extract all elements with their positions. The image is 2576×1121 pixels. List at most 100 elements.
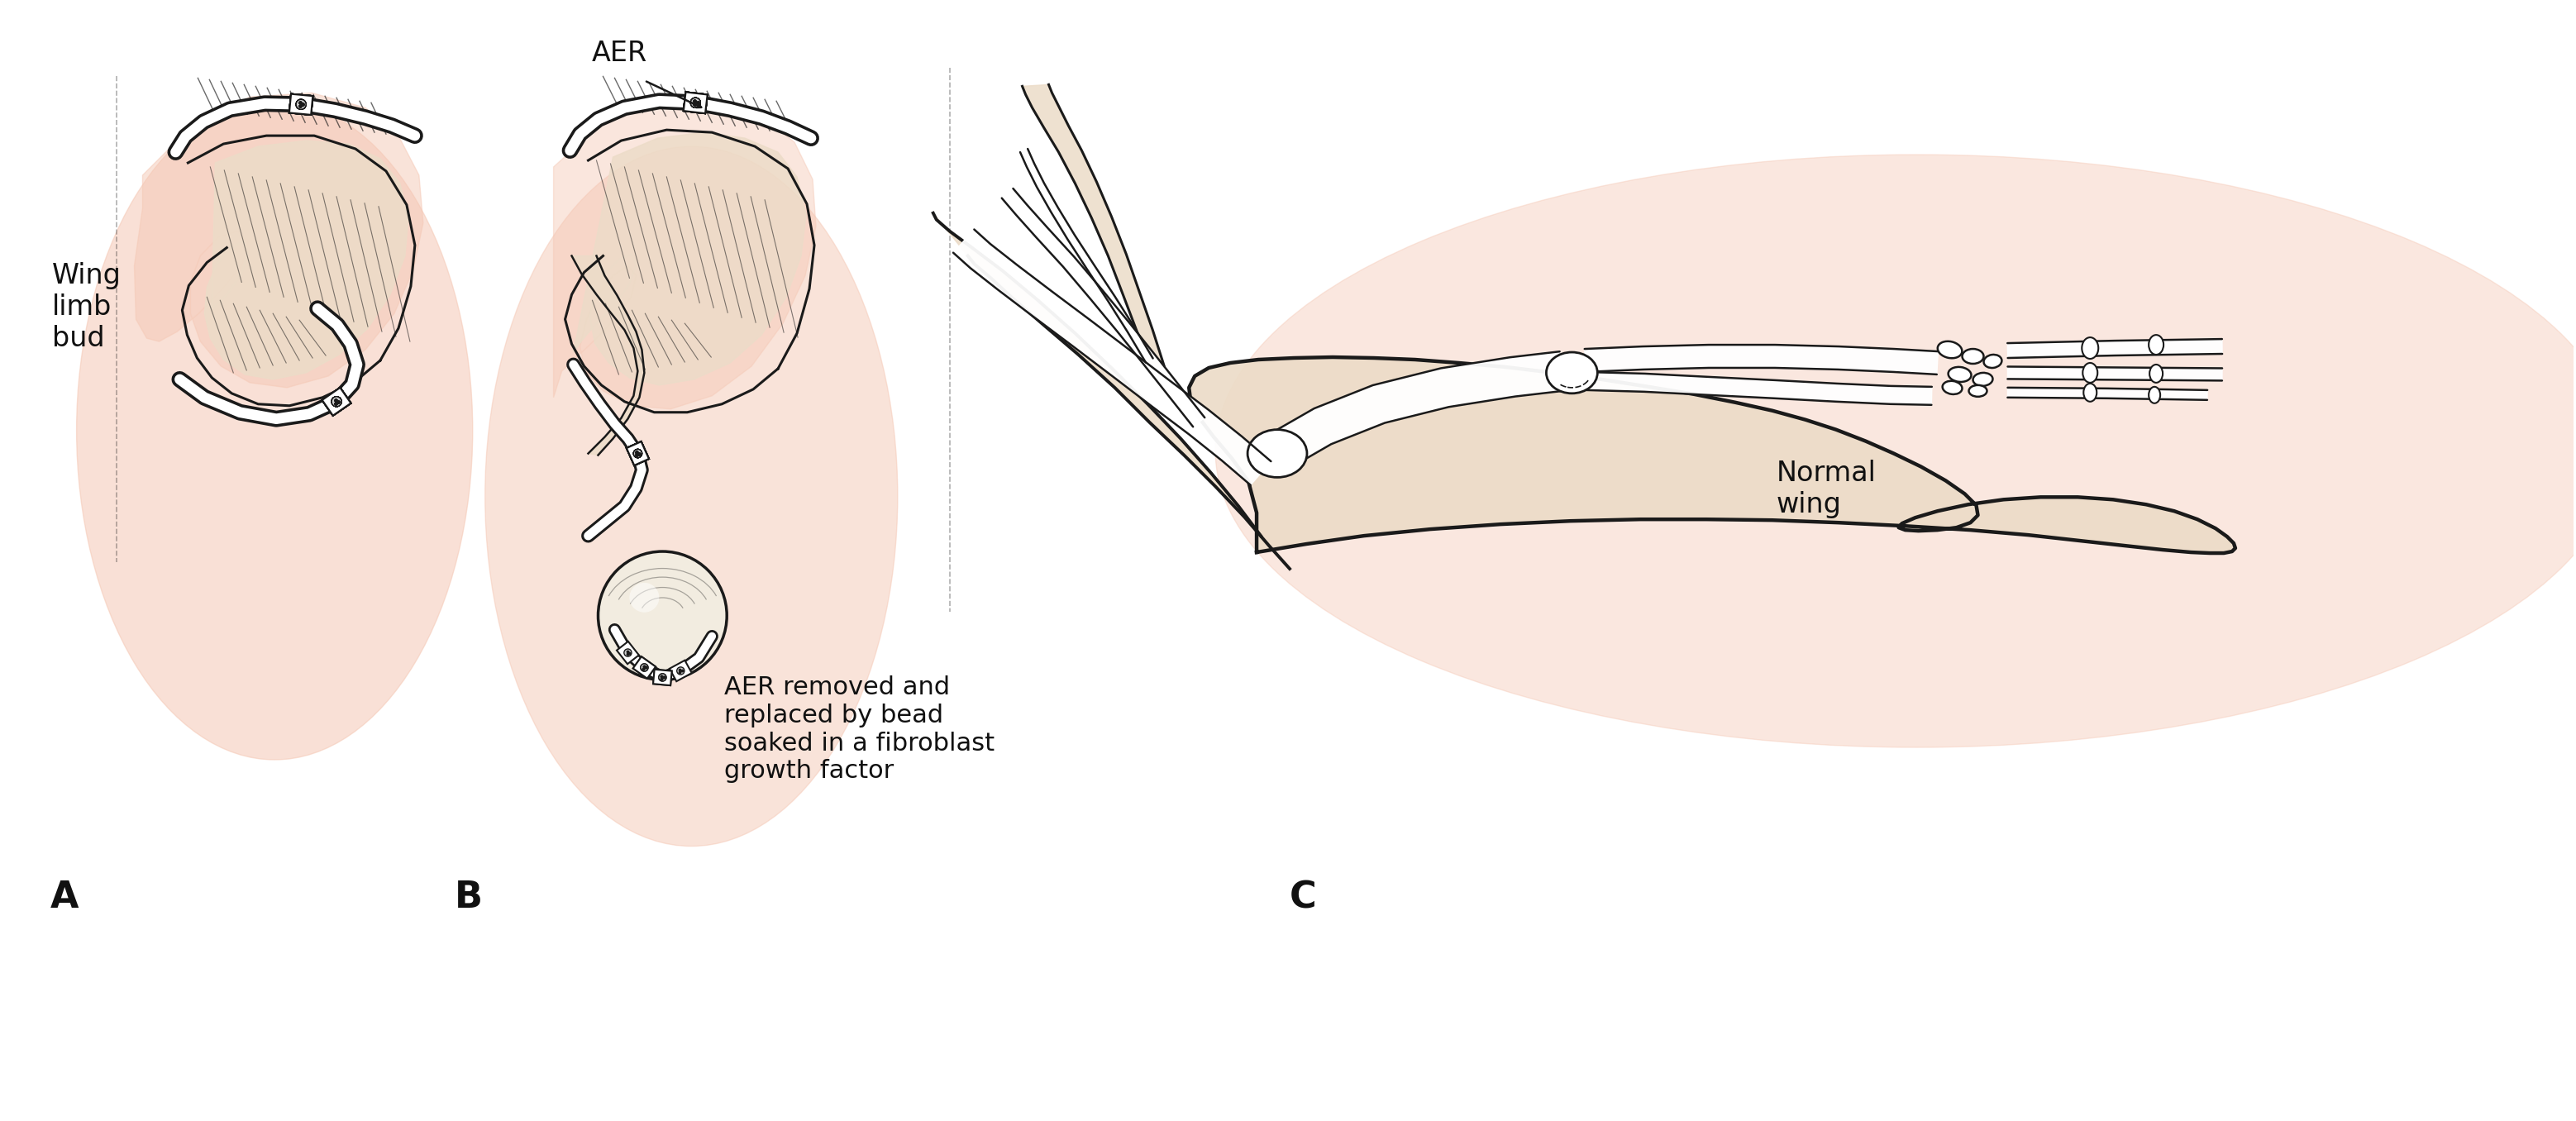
Ellipse shape (2081, 363, 2097, 382)
Polygon shape (626, 442, 649, 465)
Circle shape (690, 98, 701, 108)
Ellipse shape (484, 147, 896, 846)
Polygon shape (626, 442, 649, 465)
Polygon shape (953, 230, 1270, 485)
Polygon shape (1190, 358, 2236, 553)
Polygon shape (134, 93, 422, 388)
Circle shape (659, 674, 667, 682)
Text: Wing
limb
bud: Wing limb bud (52, 261, 121, 352)
Polygon shape (626, 442, 649, 465)
Polygon shape (572, 256, 644, 455)
Ellipse shape (2081, 337, 2099, 359)
Circle shape (690, 98, 701, 108)
Circle shape (296, 100, 307, 110)
Circle shape (690, 98, 701, 108)
Ellipse shape (1984, 354, 2002, 368)
Polygon shape (1584, 372, 1932, 405)
Ellipse shape (1937, 341, 1963, 359)
Circle shape (690, 98, 701, 108)
Polygon shape (289, 94, 312, 114)
Circle shape (629, 583, 659, 612)
Polygon shape (2007, 388, 2208, 400)
Polygon shape (322, 388, 350, 416)
Polygon shape (289, 94, 312, 114)
Ellipse shape (2148, 364, 2164, 382)
Polygon shape (626, 442, 649, 465)
Circle shape (677, 667, 685, 675)
Polygon shape (634, 657, 657, 678)
Polygon shape (574, 132, 806, 386)
Circle shape (634, 450, 641, 457)
Ellipse shape (1947, 367, 1971, 382)
Circle shape (332, 397, 343, 407)
Circle shape (690, 98, 701, 108)
Circle shape (332, 397, 343, 407)
Circle shape (690, 98, 701, 108)
Polygon shape (626, 442, 649, 465)
Polygon shape (322, 388, 350, 416)
Circle shape (690, 98, 701, 108)
Circle shape (296, 100, 307, 110)
Polygon shape (683, 92, 708, 113)
Text: AER removed and
replaced by bead
soaked in a fibroblast
growth factor: AER removed and replaced by bead soaked … (724, 676, 994, 784)
Circle shape (634, 450, 641, 457)
Circle shape (634, 450, 641, 457)
Circle shape (332, 397, 343, 407)
Polygon shape (683, 92, 708, 113)
Polygon shape (670, 660, 693, 682)
Ellipse shape (1942, 381, 1963, 395)
Circle shape (332, 397, 343, 407)
Polygon shape (683, 92, 708, 113)
Circle shape (659, 674, 667, 682)
Circle shape (296, 100, 307, 110)
Circle shape (332, 397, 343, 407)
Text: AER: AER (592, 40, 647, 67)
Polygon shape (2007, 339, 2223, 358)
Circle shape (634, 450, 641, 457)
Polygon shape (683, 92, 708, 113)
Circle shape (332, 397, 343, 407)
Ellipse shape (2148, 387, 2161, 404)
Circle shape (332, 397, 343, 407)
Polygon shape (683, 92, 708, 113)
Circle shape (296, 100, 307, 110)
Circle shape (623, 649, 631, 657)
Polygon shape (322, 388, 350, 416)
Circle shape (332, 397, 343, 407)
Polygon shape (1020, 149, 1154, 362)
Polygon shape (933, 213, 1291, 568)
Text: Normal
wing: Normal wing (1777, 460, 1875, 518)
Polygon shape (683, 92, 708, 113)
Circle shape (296, 100, 307, 110)
Polygon shape (626, 442, 649, 465)
Polygon shape (204, 140, 410, 379)
Circle shape (690, 98, 701, 108)
Text: C: C (1291, 880, 1316, 916)
Polygon shape (322, 388, 350, 416)
Circle shape (296, 100, 307, 110)
Polygon shape (322, 388, 350, 416)
Polygon shape (289, 94, 312, 114)
Ellipse shape (1968, 386, 1986, 397)
Polygon shape (322, 388, 350, 416)
Circle shape (332, 397, 343, 407)
Polygon shape (626, 442, 649, 465)
Circle shape (690, 98, 701, 108)
Polygon shape (683, 92, 708, 113)
Circle shape (332, 397, 343, 407)
Circle shape (296, 100, 307, 110)
Polygon shape (1002, 188, 1206, 427)
Polygon shape (322, 388, 350, 416)
Polygon shape (322, 388, 350, 416)
Ellipse shape (77, 101, 471, 760)
Polygon shape (654, 669, 672, 685)
Circle shape (634, 450, 641, 457)
Circle shape (634, 450, 641, 457)
Polygon shape (654, 669, 672, 685)
Polygon shape (554, 100, 817, 409)
Polygon shape (322, 388, 350, 416)
Circle shape (296, 100, 307, 110)
Polygon shape (322, 388, 350, 416)
Circle shape (634, 450, 641, 457)
Polygon shape (322, 388, 350, 416)
